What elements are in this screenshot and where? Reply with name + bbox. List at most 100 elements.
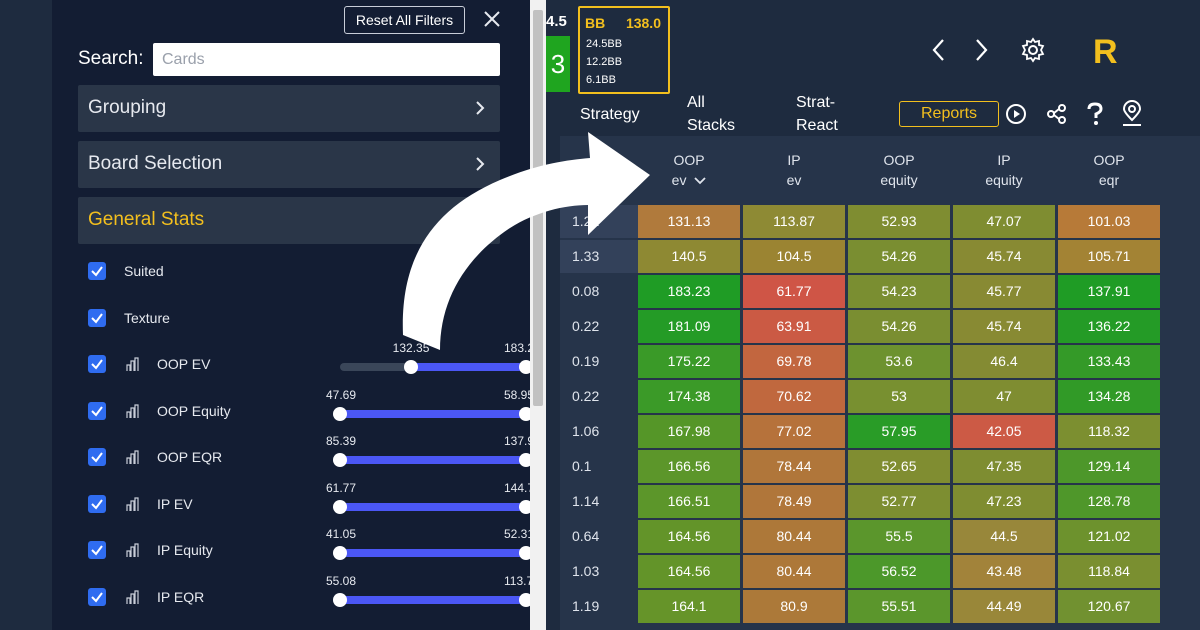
table-cell[interactable]: 80.44 <box>743 520 845 553</box>
table-cell[interactable]: 52.65 <box>848 450 950 483</box>
slider-max-handle[interactable] <box>519 500 533 514</box>
slider-max-handle[interactable] <box>519 453 533 467</box>
bar-chart-icon[interactable] <box>125 589 141 605</box>
table-cell[interactable]: 54.23 <box>848 275 950 308</box>
tab-strategy[interactable]: Strategy <box>580 106 640 123</box>
table-cell[interactable]: 45.77 <box>953 275 1055 308</box>
range-filter-checkbox[interactable] <box>88 402 106 420</box>
table-cell[interactable]: 47.35 <box>953 450 1055 483</box>
range-slider[interactable]: 41.05 52.31 <box>326 527 534 560</box>
reports-button[interactable]: Reports <box>899 101 999 127</box>
table-cell[interactable]: 53.6 <box>848 345 950 378</box>
column-header[interactable]: IP equity <box>953 150 1055 190</box>
table-cell[interactable]: 80.44 <box>743 555 845 588</box>
table-cell[interactable]: 105.71 <box>1058 240 1160 273</box>
table-cell[interactable]: 174.38 <box>638 380 740 413</box>
section-general-stats[interactable]: General Stats <box>78 197 500 244</box>
slider-min-handle[interactable] <box>333 453 347 467</box>
slider-min-handle[interactable] <box>333 500 347 514</box>
slider-min-handle[interactable] <box>333 407 347 421</box>
table-cell[interactable]: 166.56 <box>638 450 740 483</box>
table-cell[interactable]: 136.22 <box>1058 310 1160 343</box>
table-cell[interactable]: 78.44 <box>743 450 845 483</box>
texture-checkbox[interactable] <box>88 309 106 327</box>
table-cell[interactable]: 43.48 <box>953 555 1055 588</box>
table-cell[interactable]: 69.78 <box>743 345 845 378</box>
table-cell[interactable]: 101.03 <box>1058 205 1160 238</box>
table-cell[interactable]: 167.98 <box>638 415 740 448</box>
table-cell[interactable]: 47.23 <box>953 485 1055 518</box>
column-header[interactable]: OOP eqr <box>1058 150 1160 190</box>
bar-chart-icon[interactable] <box>125 403 141 419</box>
chevron-right-icon[interactable] <box>970 37 992 63</box>
table-cell[interactable]: 42.05 <box>953 415 1055 448</box>
table-cell[interactable]: 140.5 <box>638 240 740 273</box>
table-cell[interactable]: 181.09 <box>638 310 740 343</box>
table-cell[interactable]: 164.1 <box>638 590 740 623</box>
tab-strat-react[interactable]: Strat- React <box>796 91 838 137</box>
slider-max-handle[interactable] <box>519 360 533 374</box>
column-header[interactable]: OOP ev <box>638 150 740 190</box>
table-cell[interactable]: 183.23 <box>638 275 740 308</box>
table-cell[interactable]: 121.02 <box>1058 520 1160 553</box>
range-filter-checkbox[interactable] <box>88 355 106 373</box>
table-cell[interactable]: 54.26 <box>848 310 950 343</box>
bar-chart-icon[interactable] <box>125 356 141 372</box>
search-input[interactable] <box>153 43 500 76</box>
table-cell[interactable]: 131.13 <box>638 205 740 238</box>
table-cell[interactable]: 52.77 <box>848 485 950 518</box>
table-cell[interactable]: 133.43 <box>1058 345 1160 378</box>
table-cell[interactable]: 118.84 <box>1058 555 1160 588</box>
slider-min-handle[interactable] <box>333 546 347 560</box>
table-cell[interactable]: 128.78 <box>1058 485 1160 518</box>
table-cell[interactable]: 134.28 <box>1058 380 1160 413</box>
table-cell[interactable]: 44.5 <box>953 520 1055 553</box>
table-cell[interactable]: 55.5 <box>848 520 950 553</box>
table-cell[interactable]: 55.51 <box>848 590 950 623</box>
location-pin-icon[interactable] <box>1120 100 1144 128</box>
table-cell[interactable]: 53 <box>848 380 950 413</box>
section-board-selection[interactable]: Board Selection <box>78 141 500 188</box>
table-cell[interactable]: 57.95 <box>848 415 950 448</box>
table-cell[interactable]: 47.07 <box>953 205 1055 238</box>
table-cell[interactable]: 45.74 <box>953 310 1055 343</box>
section-grouping[interactable]: Grouping <box>78 85 500 132</box>
table-cell[interactable]: 120.67 <box>1058 590 1160 623</box>
tab-all-stacks[interactable]: All Stacks <box>687 91 735 137</box>
table-cell[interactable]: 70.62 <box>743 380 845 413</box>
table-cell[interactable]: 52.93 <box>848 205 950 238</box>
slider-max-handle[interactable] <box>519 546 533 560</box>
bar-chart-icon[interactable] <box>125 449 141 465</box>
slider-max-handle[interactable] <box>519 593 533 607</box>
bar-chart-icon[interactable] <box>125 542 141 558</box>
column-header[interactable]: OOP equity <box>848 150 950 190</box>
table-cell[interactable]: 129.14 <box>1058 450 1160 483</box>
range-filter-checkbox[interactable] <box>88 448 106 466</box>
suited-checkbox[interactable] <box>88 262 106 280</box>
table-cell[interactable]: 118.32 <box>1058 415 1160 448</box>
table-cell[interactable]: 63.91 <box>743 310 845 343</box>
table-cell[interactable]: 137.91 <box>1058 275 1160 308</box>
table-cell[interactable]: 47 <box>953 380 1055 413</box>
range-slider[interactable]: 47.69 58.95 <box>326 388 534 421</box>
table-cell[interactable]: 78.49 <box>743 485 845 518</box>
table-cell[interactable]: 166.51 <box>638 485 740 518</box>
range-filter-checkbox[interactable] <box>88 588 106 606</box>
column-header[interactable]: IP ev <box>743 150 845 190</box>
stack-tile[interactable]: 3 <box>546 36 570 92</box>
table-cell[interactable]: 164.56 <box>638 520 740 553</box>
table-cell[interactable]: 164.56 <box>638 555 740 588</box>
help-icon[interactable] <box>1084 101 1106 127</box>
share-icon[interactable] <box>1046 103 1068 125</box>
close-icon[interactable] <box>480 7 504 31</box>
chevron-left-icon[interactable] <box>928 37 950 63</box>
range-filter-checkbox[interactable] <box>88 495 106 513</box>
slider-min-handle[interactable] <box>333 593 347 607</box>
table-cell[interactable]: 56.52 <box>848 555 950 588</box>
table-cell[interactable]: 45.74 <box>953 240 1055 273</box>
range-filter-checkbox[interactable] <box>88 541 106 559</box>
table-cell[interactable]: 80.9 <box>743 590 845 623</box>
table-cell[interactable]: 61.77 <box>743 275 845 308</box>
table-cell[interactable]: 77.02 <box>743 415 845 448</box>
table-cell[interactable]: 46.4 <box>953 345 1055 378</box>
